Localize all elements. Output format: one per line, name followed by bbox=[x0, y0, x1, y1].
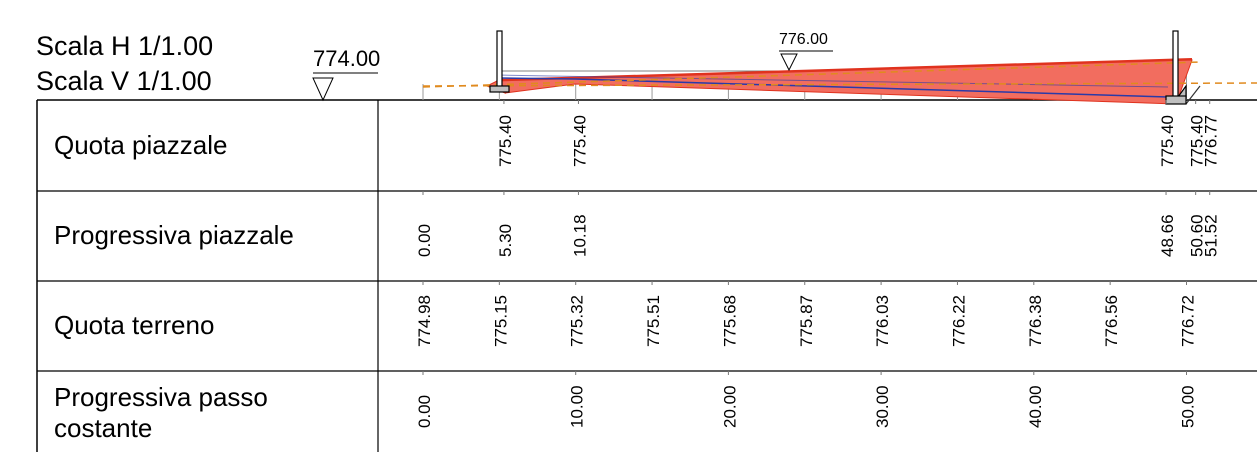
row-label-quota-piazzale: Quota piazzale bbox=[54, 130, 228, 160]
design-line bbox=[496, 77, 1169, 98]
row-0-value: 776.77 bbox=[1202, 115, 1221, 167]
row-1-value: 55.00 bbox=[1255, 214, 1257, 257]
reference-level-right: 776.00 bbox=[779, 31, 828, 48]
design-line-upper bbox=[496, 74, 1169, 88]
row-0-value: 775.40 bbox=[1158, 115, 1177, 167]
row-0-value: 775.40 bbox=[570, 115, 589, 167]
row-3-value: 50.00 bbox=[1179, 385, 1198, 428]
row-label-progressiva-passo-costante: Progressiva passo costante bbox=[54, 382, 268, 443]
row-2-value: 776.72 bbox=[1179, 295, 1198, 347]
reference-level-left: 774.00 bbox=[313, 46, 381, 71]
row-3-value: 20.00 bbox=[720, 385, 739, 428]
right-wall bbox=[1165, 30, 1187, 105]
row-2-value: 775.15 bbox=[491, 295, 510, 347]
row-3-value: 40.00 bbox=[1026, 385, 1045, 428]
row-3-value: 30.00 bbox=[873, 385, 892, 428]
row-label-progressiva-piazzale: Progressiva piazzale bbox=[54, 220, 294, 250]
row-0-value: 775.40 bbox=[1188, 115, 1207, 167]
row-1-value: 48.66 bbox=[1158, 214, 1177, 257]
fill-area-top-edge bbox=[496, 58, 1193, 81]
row-2-value: 774.98 bbox=[415, 295, 434, 347]
row-3-value: 10.00 bbox=[568, 385, 587, 428]
fill-area bbox=[496, 59, 1193, 105]
row-2-value: 776.38 bbox=[1026, 295, 1045, 347]
row-2-value: 775.32 bbox=[568, 295, 587, 347]
batter-slope bbox=[1185, 85, 1201, 105]
ground-line-slope bbox=[422, 61, 1201, 88]
scale-horizontal: Scala H 1/1.00 bbox=[36, 31, 214, 61]
row-2-value: 776.56 bbox=[1102, 295, 1121, 347]
row-1-value: 51.52 bbox=[1202, 214, 1221, 257]
profile-section bbox=[312, 30, 1257, 105]
row-0-value: 775.40 bbox=[496, 115, 515, 167]
row-label-quota-terreno: Quota terreno bbox=[54, 310, 215, 340]
row-3-value: 0.00 bbox=[415, 395, 434, 428]
row-2-value: 775.68 bbox=[720, 295, 739, 347]
row-1-value: 5.30 bbox=[496, 224, 515, 257]
row-2-value: 775.87 bbox=[797, 295, 816, 347]
row-2-value: 775.51 bbox=[644, 295, 663, 347]
ref-marker-left bbox=[312, 72, 378, 102]
ref-marker-right bbox=[779, 50, 833, 72]
row-2-value: 776.03 bbox=[873, 295, 892, 347]
row-2-value: 776.89 bbox=[1255, 295, 1257, 347]
row-2-value: 776.22 bbox=[949, 295, 968, 347]
row-1-value: 0.00 bbox=[415, 224, 434, 257]
scale-vertical: Scala V 1/1.00 bbox=[36, 66, 212, 96]
row-1-value: 50.60 bbox=[1188, 214, 1207, 257]
left-wall bbox=[489, 30, 510, 93]
row-1-value: 10.18 bbox=[570, 214, 589, 257]
